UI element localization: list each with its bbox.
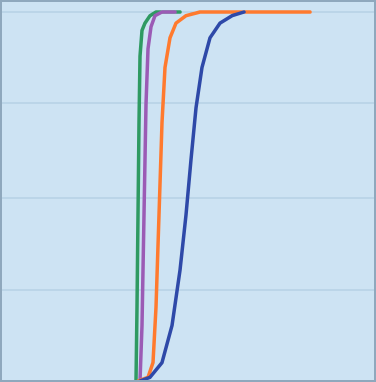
series-line-2: [138, 10, 177, 382]
series-line-3: [136, 10, 312, 382]
series-line-4: [138, 10, 246, 382]
series-line-1: [134, 10, 182, 382]
series-lines: [134, 10, 312, 382]
